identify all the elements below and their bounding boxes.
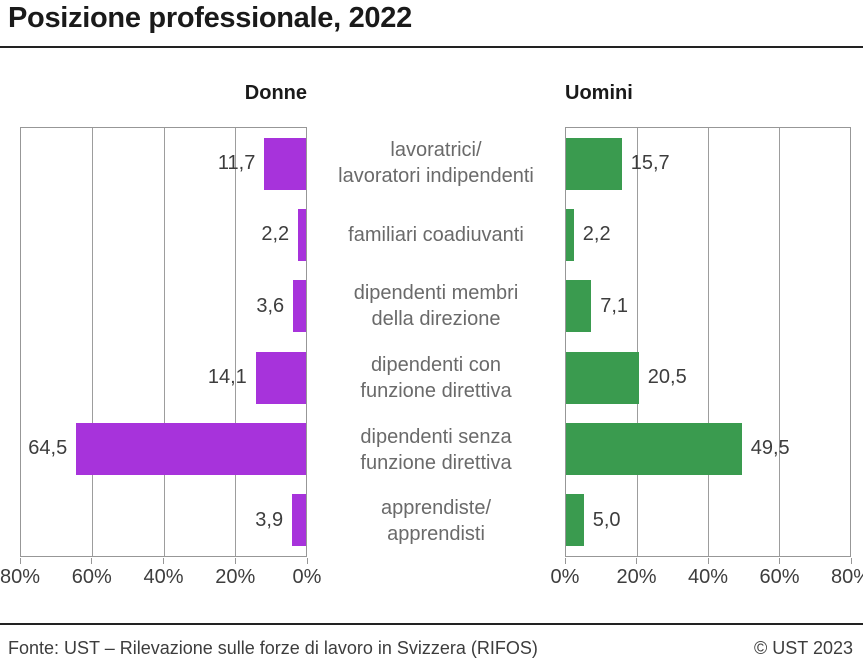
bar-row: 14,1	[21, 342, 306, 413]
gridline	[637, 128, 638, 556]
category-label-line: funzione direttiva	[360, 451, 512, 474]
category-label: lavoratrici/lavoratori indipendenti	[307, 127, 565, 199]
bar-uomini	[566, 351, 639, 404]
plot-area-uomini: 15,7 2,2 7,1 20,5 49,5 5,0	[565, 127, 851, 557]
category-label-line: apprendiste/	[380, 497, 492, 520]
bar-row: 3,9	[21, 485, 306, 556]
category-label: dipendenti con funzione direttiva	[307, 342, 565, 414]
value-label: 49,5	[750, 437, 790, 460]
gridline	[708, 128, 709, 556]
bar-uomini	[566, 422, 742, 475]
bar-row: 15,7	[566, 128, 850, 199]
axis-tick	[234, 558, 236, 564]
category-label-line: apprendisti	[387, 523, 485, 546]
bar-donne	[255, 351, 306, 404]
bar-rows: 11,7 2,2 3,6 14,1 64,5 3,9	[21, 128, 306, 556]
value-label: 2,2	[261, 223, 290, 246]
category-label: familiari coadiuvanti	[307, 199, 565, 271]
axis-tick-label: 80%	[830, 566, 863, 588]
page-title: Posizione professionale, 2022	[8, 2, 412, 34]
footer-source: Fonte: UST – Rilevazione sulle forze di …	[8, 638, 538, 658]
category-label: dipendenti senza funzione direttiva	[307, 414, 565, 486]
axis-tick	[707, 558, 709, 564]
value-label: 15,7	[630, 152, 670, 175]
category-label-line: lavoratrici/	[390, 138, 482, 161]
bar-row: 3,6	[21, 271, 306, 342]
axis-tick-label: 80%	[0, 566, 41, 588]
value-label: 3,6	[256, 294, 285, 317]
gridline	[234, 128, 236, 556]
bar-donne	[76, 422, 306, 475]
axis-tick-label: 40%	[687, 566, 729, 588]
axis-tick-label: 60%	[71, 566, 112, 588]
title-divider	[0, 46, 863, 48]
bar-row: 7,1	[566, 271, 850, 342]
x-axis-uomini: 0% 20% 40% 60% 80%	[551, 558, 863, 598]
bar-row: 2,2	[21, 199, 306, 270]
category-label-line: familiari coadiuvanti	[348, 223, 524, 246]
axis-tick-label: 20%	[616, 566, 657, 588]
category-labels: lavoratrici/lavoratori indipendenti famil…	[307, 127, 565, 557]
category-label: apprendiste/apprendisti	[307, 485, 565, 557]
bar-row: 64,5	[21, 413, 306, 484]
value-label: 14,1	[207, 366, 247, 389]
axis-tick	[850, 558, 852, 564]
value-label: 5,0	[592, 508, 621, 531]
axis-tick	[306, 558, 308, 564]
category-label-line: della direzione	[371, 308, 501, 331]
axis-tick	[19, 558, 21, 564]
column-header-uomini: Uomini	[565, 82, 633, 104]
bar-uomini	[566, 208, 574, 261]
bar-row: 11,7	[21, 128, 306, 199]
category-label-line: dipendenti con	[370, 353, 502, 376]
value-label: 7,1	[600, 294, 629, 317]
axis-tick-label: 0%	[550, 566, 580, 588]
category-label-line: dipendenti senza	[360, 425, 512, 448]
value-label: 64,5	[28, 437, 68, 460]
bar-row: 49,5	[566, 413, 850, 484]
bar-row: 20,5	[566, 342, 850, 413]
bar-donne	[293, 280, 306, 333]
bar-uomini	[566, 280, 592, 333]
axis-tick	[564, 558, 566, 564]
plot-area-donne: 11,7 2,2 3,6 14,1 64,5 3,9	[20, 127, 307, 557]
value-label: 3,9	[255, 508, 284, 531]
axis-tick-label: 40%	[143, 566, 184, 588]
footer: Fonte: UST – Rilevazione sulle forze di …	[8, 638, 853, 659]
bar-row: 5,0	[566, 485, 850, 556]
bar-donne	[298, 208, 306, 261]
value-label: 20,5	[647, 366, 687, 389]
bar-rows: 15,7 2,2 7,1 20,5 49,5 5,0	[566, 128, 850, 556]
axis-tick	[779, 558, 780, 564]
bar-donne	[292, 494, 306, 547]
category-label-line: lavoratori indipendenti	[338, 164, 534, 187]
footer-divider	[0, 623, 863, 625]
x-axis-donne: 80% 60% 40% 20% 0%	[0, 558, 321, 598]
axis-tick-label: 60%	[759, 566, 800, 588]
bar-uomini	[566, 137, 622, 190]
category-label-line: funzione direttiva	[360, 379, 512, 402]
column-header-donne: Donne	[244, 82, 307, 104]
axis-tick-label: 0%	[292, 566, 322, 588]
bar-donne	[264, 137, 306, 190]
axis-tick	[163, 558, 164, 564]
axis-tick	[636, 558, 637, 564]
value-label: 2,2	[582, 223, 611, 246]
bar-row: 2,2	[566, 199, 850, 270]
axis-tick-label: 20%	[215, 566, 256, 588]
bar-uomini	[566, 494, 584, 547]
category-label: dipendenti membri della direzione	[307, 270, 565, 342]
category-label-line: dipendenti membri	[353, 282, 519, 305]
gridline	[163, 128, 165, 556]
footer-copyright: © UST 2023	[754, 638, 853, 658]
gridline	[92, 128, 94, 556]
gridline	[779, 128, 780, 556]
axis-tick	[91, 558, 93, 564]
value-label: 11,7	[217, 152, 256, 175]
